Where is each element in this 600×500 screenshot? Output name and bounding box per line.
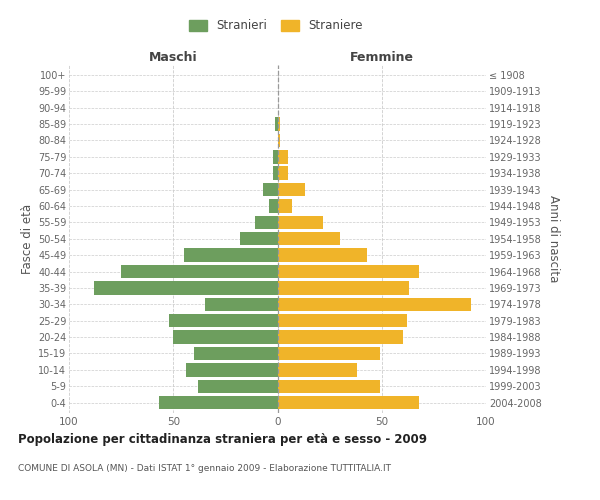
Legend: Stranieri, Straniere: Stranieri, Straniere [183, 14, 369, 38]
Bar [277, 134, 280, 147]
Text: COMUNE DI ASOLA (MN) - Dati ISTAT 1° gennaio 2009 - Elaborazione TUTTITALIA.IT: COMUNE DI ASOLA (MN) - Dati ISTAT 1° gen… [18, 464, 391, 473]
Bar [277, 199, 292, 212]
Bar [277, 232, 340, 245]
Bar [274, 150, 277, 164]
Bar [184, 248, 277, 262]
Y-axis label: Fasce di età: Fasce di età [20, 204, 34, 274]
Bar [277, 330, 403, 344]
Bar [240, 232, 277, 245]
Bar [94, 281, 277, 294]
Bar [198, 380, 277, 393]
Bar [169, 314, 277, 328]
Bar [275, 118, 277, 130]
Text: Popolazione per cittadinanza straniera per età e sesso - 2009: Popolazione per cittadinanza straniera p… [18, 432, 427, 446]
Bar [277, 248, 367, 262]
Bar [254, 216, 277, 229]
Bar [277, 298, 472, 311]
Bar [121, 265, 277, 278]
Bar [277, 150, 288, 164]
Y-axis label: Anni di nascita: Anni di nascita [547, 195, 560, 282]
Bar [277, 380, 380, 393]
Bar [173, 330, 277, 344]
Bar [205, 298, 277, 311]
Bar [277, 166, 288, 180]
Bar [186, 363, 277, 376]
Bar [277, 118, 280, 130]
Bar [263, 183, 277, 196]
Bar [277, 396, 419, 409]
Bar [274, 166, 277, 180]
Bar [277, 216, 323, 229]
Bar [277, 347, 380, 360]
Bar [277, 183, 305, 196]
Bar [269, 199, 277, 212]
Bar [194, 347, 277, 360]
Bar [277, 314, 407, 328]
Bar [277, 265, 419, 278]
Text: Femmine: Femmine [350, 51, 414, 64]
Bar [158, 396, 277, 409]
Bar [277, 363, 357, 376]
Text: Maschi: Maschi [149, 51, 197, 64]
Bar [277, 281, 409, 294]
